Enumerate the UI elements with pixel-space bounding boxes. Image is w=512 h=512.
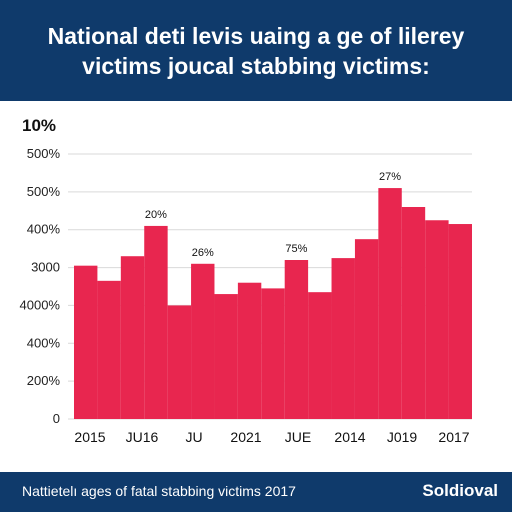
data-labels: 20% 26% 75% 27%: [145, 171, 401, 259]
bar: [261, 288, 285, 419]
y-axis-ticks: 0 200% 400% 4000% 3000 400% 500% 500%: [20, 146, 61, 426]
x-tick-label: JU16: [126, 429, 159, 445]
bar: [144, 225, 168, 419]
bar: [214, 294, 238, 419]
x-tick-label: 2021: [230, 429, 261, 445]
bar: [74, 265, 98, 419]
chart-title-line-2: victims joucal stabbing victims:: [82, 52, 430, 79]
x-tick-label: 2017: [438, 429, 469, 445]
bar: [378, 188, 402, 419]
bar: [167, 305, 192, 419]
y-tick-label: 400%: [27, 335, 61, 350]
y-tick-label: 4000%: [20, 297, 61, 312]
axis-top-note: 10%: [22, 116, 57, 135]
brand-logo: Soldioval: [422, 481, 498, 500]
x-tick-label: 2015: [74, 429, 105, 445]
bar: [354, 239, 379, 419]
bar: [284, 260, 309, 419]
bar: [425, 220, 449, 419]
bar: [237, 282, 262, 419]
data-label: 26%: [192, 247, 214, 259]
footer-caption: Nattietelı ages of fatal stabbing victim…: [22, 483, 296, 499]
y-tick-label: 500%: [27, 146, 61, 161]
bar: [401, 207, 426, 419]
footer-bar: Nattietelı ages of fatal stabbing victim…: [0, 472, 512, 512]
x-tick-label: J019: [387, 429, 418, 445]
bar: [331, 258, 355, 419]
x-axis-ticks: 2015 JU16 JU 2021 JUE 2014 J019 2017: [74, 429, 469, 445]
data-label: 27%: [379, 171, 401, 183]
y-tick-label: 200%: [27, 373, 61, 388]
y-tick-label: 3000: [31, 260, 60, 275]
y-tick-label: 0: [53, 411, 60, 426]
bar: [308, 292, 332, 419]
x-tick-label: JUE: [285, 429, 311, 445]
data-label: 20%: [145, 209, 167, 221]
y-tick-label: 400%: [27, 222, 61, 237]
bar: [120, 256, 145, 419]
bar: [191, 263, 215, 419]
bar-chart: 0 200% 400% 4000% 3000 400% 500% 500% 20% 26% 75%…: [20, 146, 472, 445]
x-tick-label: 2014: [334, 429, 365, 445]
chart-title-line-1: National deti levis uaing a ge of lilere…: [47, 22, 465, 49]
bar: [448, 224, 472, 419]
bars: [74, 188, 472, 419]
chart-title-banner: National deti levis uaing a ge of lilere…: [0, 0, 512, 101]
x-tick-label: JU: [185, 429, 202, 445]
data-label: 75%: [285, 243, 307, 255]
bar: [97, 280, 121, 419]
y-tick-label: 500%: [27, 184, 61, 199]
